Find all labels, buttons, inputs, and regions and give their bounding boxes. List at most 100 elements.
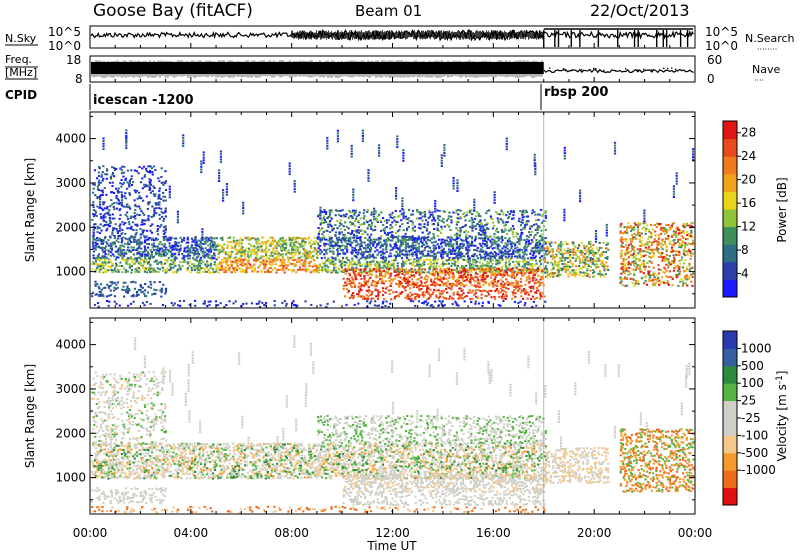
heatmap-cell bbox=[240, 245, 243, 248]
noise-trace bbox=[90, 28, 694, 47]
heatmap-cell bbox=[434, 255, 437, 258]
heatmap-cell bbox=[158, 268, 162, 271]
heatmap-cell bbox=[376, 249, 379, 252]
heatmap-cell bbox=[153, 211, 156, 214]
heatmap-cell bbox=[124, 222, 127, 224]
heatmap-cell bbox=[111, 185, 114, 187]
heatmap-cell bbox=[516, 251, 519, 254]
heatmap-cell bbox=[111, 243, 114, 246]
heatmap-cell bbox=[385, 245, 388, 248]
heatmap-cell bbox=[359, 268, 363, 271]
heatmap-cell bbox=[376, 260, 379, 263]
heatmap-cell bbox=[526, 235, 529, 238]
heatmap-cell bbox=[557, 243, 561, 246]
heatmap-cell bbox=[516, 246, 519, 249]
heatmap-cell bbox=[425, 245, 428, 248]
heatmap-cell bbox=[322, 215, 326, 218]
heatmap-cell bbox=[404, 253, 407, 256]
heatmap-cell bbox=[281, 259, 284, 262]
heatmap-cell bbox=[230, 244, 233, 247]
heatmap-cell bbox=[480, 244, 483, 247]
heatmap-cell bbox=[153, 187, 156, 189]
heatmap-cell bbox=[468, 291, 471, 294]
heatmap-cell bbox=[358, 289, 361, 292]
heatmap-cell bbox=[510, 247, 513, 250]
heatmap-cell bbox=[480, 233, 483, 236]
heatmap-cell bbox=[154, 253, 158, 256]
heatmap-cell bbox=[526, 268, 529, 271]
heatmap-cell bbox=[250, 302, 254, 305]
heatmap-cell bbox=[383, 265, 386, 268]
heatmap-cell bbox=[379, 267, 382, 269]
heatmap-cell bbox=[117, 187, 120, 190]
heatmap-cell bbox=[554, 271, 557, 274]
heatmap-cell bbox=[376, 238, 379, 241]
heatmap-cell bbox=[164, 290, 168, 293]
heatmap-cell bbox=[323, 242, 326, 245]
heatmap-cell bbox=[412, 270, 415, 273]
heatmap-cell bbox=[198, 245, 201, 248]
heatmap-cell bbox=[377, 241, 380, 244]
heatmap-cell bbox=[152, 215, 155, 218]
heatmap-cell bbox=[105, 241, 108, 244]
heatmap-cell bbox=[293, 238, 296, 241]
heatmap-cell bbox=[190, 266, 193, 269]
heatmap-cell bbox=[172, 254, 175, 257]
heatmap-cell bbox=[450, 245, 453, 248]
heatmap-cell bbox=[111, 203, 114, 206]
heatmap-cell bbox=[434, 247, 438, 250]
heatmap-cell bbox=[117, 202, 120, 205]
heatmap-cell bbox=[478, 224, 481, 226]
heatmap-cell bbox=[512, 293, 515, 296]
heatmap-cell bbox=[340, 223, 343, 226]
heatmap-cell bbox=[313, 249, 317, 252]
heatmap-cell bbox=[440, 238, 443, 241]
heatmap-cell bbox=[541, 292, 544, 295]
heatmap-cell bbox=[151, 173, 154, 176]
heatmap-cell bbox=[132, 236, 135, 239]
heatmap-cell bbox=[458, 235, 461, 238]
heatmap-cell bbox=[161, 250, 164, 253]
heatmap-cell bbox=[103, 247, 106, 250]
heatmap-cell bbox=[508, 240, 511, 243]
heatmap-cell bbox=[150, 215, 153, 218]
heatmap-cell bbox=[544, 237, 547, 239]
heatmap-cell bbox=[430, 241, 434, 244]
heatmap-cell bbox=[206, 249, 209, 252]
heatmap-cell bbox=[482, 228, 485, 231]
heatmap-cell bbox=[163, 251, 166, 254]
heatmap-cell bbox=[425, 227, 429, 230]
heatmap-cell bbox=[557, 267, 560, 270]
heatmap-cell bbox=[470, 244, 473, 247]
heatmap-cell bbox=[119, 223, 122, 226]
heatmap-cell bbox=[446, 268, 449, 271]
heatmap-cell bbox=[150, 254, 153, 257]
heatmap-cell bbox=[431, 214, 434, 216]
heatmap-cell bbox=[202, 252, 205, 255]
heatmap-cell bbox=[361, 256, 364, 259]
heatmap-cell bbox=[126, 206, 130, 209]
heatmap-cell bbox=[497, 219, 500, 222]
heatmap-cell bbox=[495, 243, 498, 246]
heatmap-cell bbox=[536, 287, 539, 289]
heatmap-cell bbox=[194, 251, 197, 254]
heatmap-cell bbox=[390, 298, 393, 301]
heatmap-cell bbox=[104, 268, 107, 271]
heatmap-cell bbox=[203, 300, 206, 303]
heatmap-cell bbox=[205, 265, 208, 268]
heatmap-cell bbox=[209, 246, 212, 249]
heatmap-cell bbox=[406, 278, 409, 281]
heatmap-cell bbox=[458, 274, 461, 277]
heatmap-cell bbox=[273, 304, 276, 307]
heatmap-cell bbox=[130, 236, 133, 239]
heatmap-cell bbox=[287, 258, 290, 261]
heatmap-cell bbox=[462, 292, 465, 295]
heatmap-cell bbox=[292, 241, 296, 244]
heatmap-cell bbox=[394, 259, 397, 262]
heatmap-cell bbox=[456, 258, 460, 261]
heatmap-cell bbox=[495, 261, 498, 264]
heatmap-cell bbox=[533, 297, 536, 300]
heatmap-cell bbox=[100, 175, 103, 178]
heatmap-cell bbox=[535, 282, 538, 284]
heatmap-cell bbox=[307, 257, 310, 260]
